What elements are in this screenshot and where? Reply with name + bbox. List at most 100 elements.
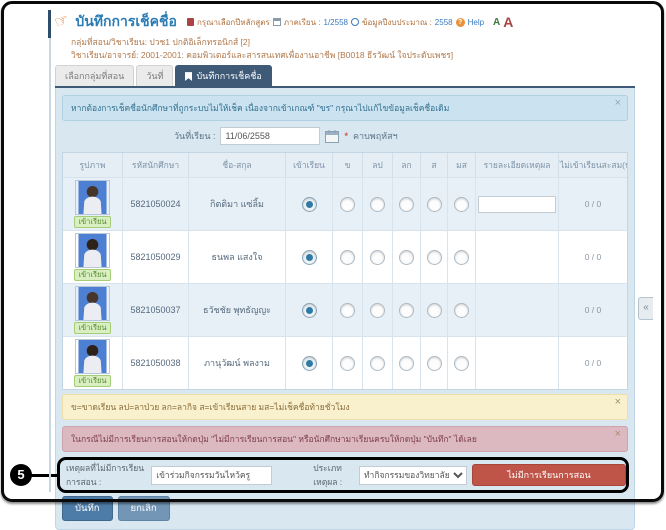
attendance-badge: เข้าเรียน [74, 269, 111, 282]
tab-underline [55, 86, 635, 89]
radio-late[interactable] [426, 196, 442, 212]
legend-bar: ข=ขาดเรียน ลป=ลาป่วย ลก=ลากิจ ส=เข้าเรีย… [62, 394, 628, 421]
student-photo [75, 286, 110, 322]
radio-sick-leave[interactable] [370, 196, 385, 212]
cancel-button[interactable]: ยกเลิก [117, 496, 170, 522]
radio-late[interactable] [426, 249, 442, 265]
no-class-form-row: 5 เหตุผลที่ไม่มีการเรียนการสอน : ประเภทเ… [10, 457, 629, 494]
font-size-large-button[interactable]: A [503, 14, 514, 30]
help-icon[interactable]: ? [455, 17, 465, 27]
student-name: กิตติมา แซ่ลิ้ม [189, 177, 286, 231]
no-class-note: ในกรณีไม่มีการเรียนการสอนให้กดปุ่ม "ไม่ม… [62, 426, 628, 453]
radio-personal-leave[interactable] [399, 196, 414, 212]
radio-attend[interactable] [301, 355, 317, 371]
date-row: วันที่เรียน : * คาบพฤหัสฯ [174, 127, 628, 146]
close-icon[interactable]: × [614, 396, 621, 409]
semester-label: ภาคเรียน : [283, 17, 321, 27]
radio-absent[interactable] [340, 302, 355, 318]
radio-sick-leave[interactable] [370, 302, 385, 318]
close-icon[interactable]: × [614, 97, 621, 110]
student-name: ธวัชชัย พุทธัญญะ [189, 283, 286, 337]
date-label: วันที่เรียน : [174, 131, 216, 142]
tab-date[interactable]: วันที่ [136, 65, 174, 87]
radio-absent[interactable] [340, 355, 355, 371]
tab-select-group[interactable]: เลือกกลุ่มที่สอน [55, 65, 135, 87]
bookmark-icon [185, 71, 193, 81]
help-link[interactable]: Help [467, 17, 485, 27]
student-name: ธนพล แสงใจ [189, 230, 286, 284]
table-row: เข้าเรียน 5821050037 ธวัชชัย พุทธัญญะ 0 … [63, 283, 627, 337]
date-input[interactable] [220, 127, 321, 146]
save-button[interactable]: บันทึก [62, 496, 113, 522]
callout-number: 5 [10, 464, 32, 487]
table-row: เข้าเรียน 5821050038 ภานุวัฒน์ พลงาม 0 /… [63, 336, 627, 390]
radio-not-checked[interactable] [454, 355, 469, 371]
select-course-note: กรุณาเลือกปีหลักสูตร [196, 17, 270, 27]
no-class-button[interactable]: ไม่มีการเรียนการสอน [471, 464, 626, 487]
reason-detail-input[interactable] [478, 195, 556, 213]
teaching-group-line: กลุ่มที่สอน/วิชาเรียน: ปวช1 ปกติอิเล็กทร… [71, 37, 251, 47]
context-info: กลุ่มที่สอน/วิชาเรียน: ปวช1 ปกติอิเล็กทร… [71, 36, 635, 62]
date-note: คาบพฤหัสฯ [353, 131, 398, 142]
attendance-panel: หากต้องการเช็คชื่อนักศึกษาที่ถูกระบบไม่ใ… [10, 88, 635, 530]
student-id: 5821050029 [123, 230, 189, 284]
radio-late[interactable] [426, 355, 442, 371]
page-header: ☞ บันทึกการเช็คชื่อ กรุณาเลือกปีหลักสูตร… [52, 11, 635, 33]
radio-attend[interactable] [301, 302, 317, 318]
table-row: เข้าเรียน 5821050024 กิตติมา แซ่ลิ้ม 0 /… [63, 177, 627, 231]
font-size-small-button[interactable]: A [493, 16, 501, 28]
calendar-picker-icon[interactable] [325, 129, 340, 143]
radio-personal-leave[interactable] [399, 302, 414, 318]
radio-attend[interactable] [301, 196, 317, 212]
close-icon[interactable]: × [614, 428, 621, 441]
clock-icon [350, 18, 359, 26]
legend-text: ข=ขาดเรียน ลป=ลาป่วย ลก=ลากิจ ส=เข้าเรีย… [71, 402, 350, 413]
radio-not-checked[interactable] [454, 302, 469, 318]
radio-sick-leave[interactable] [370, 355, 385, 371]
subject-teacher-line: วิชาเรียน/อาจารย์: 2001-2001: คอมพิวเตอร… [71, 50, 454, 61]
attendance-badge: เข้าเรียน [74, 216, 111, 229]
radio-not-checked[interactable] [454, 249, 469, 265]
radio-sick-leave[interactable] [370, 249, 385, 265]
book-icon [186, 18, 194, 26]
required-mark: * [344, 131, 348, 142]
radio-absent[interactable] [340, 249, 355, 265]
attendance-badge: เข้าเรียน [74, 322, 111, 335]
radio-attend[interactable] [301, 249, 317, 265]
left-page-divider [49, 10, 51, 492]
no-class-reason-input[interactable] [151, 465, 273, 485]
table-header: รูปภาพ รหัสนักศึกษา ชื่อ-สกุล เข้าเรียน … [63, 153, 627, 178]
radio-personal-leave[interactable] [399, 249, 414, 265]
header-meta: กรุณาเลือกปีหลักสูตร ภาคเรียน : 1/2558 ข… [186, 14, 514, 30]
student-photo [75, 233, 110, 269]
radio-late[interactable] [426, 302, 442, 318]
student-id: 5821050037 [123, 283, 189, 337]
fiscal-value: 2558 [434, 17, 453, 27]
radio-personal-leave[interactable] [399, 355, 414, 371]
student-id: 5821050024 [123, 177, 189, 231]
semester-value: 1/2558 [323, 17, 348, 27]
hand-pointer-icon: ☞ [52, 11, 72, 32]
callout-line [30, 474, 58, 478]
reason-type-label: ประเภทเหตุผล : [313, 463, 343, 488]
attendance-table: รูปภาพ รหัสนักศึกษา ชื่อ-สกุล เข้าเรียน … [62, 152, 628, 391]
left-page-divider-accent [48, 10, 51, 38]
no-class-reason-label: เหตุผลที่ไม่มีการเรียนการสอน : [66, 463, 145, 488]
cumulative-minutes: 0 / 0 [559, 230, 627, 283]
table-row: เข้าเรียน 5821050029 ธนพล แสงใจ 0 / 0 [63, 230, 627, 284]
student-photo [75, 180, 110, 216]
info-alert: หากต้องการเช็คชื่อนักศึกษาที่ถูกระบบไม่ใ… [62, 95, 628, 122]
reason-type-select[interactable]: ทำกิจกรรมของวิทยาลัย [358, 465, 467, 485]
info-alert-text: หากต้องการเช็คชื่อนักศึกษาที่ถูกระบบไม่ใ… [71, 103, 450, 114]
cumulative-minutes: 0 / 0 [559, 283, 627, 336]
radio-not-checked[interactable] [454, 196, 469, 212]
student-photo [75, 339, 110, 375]
tab-bar: เลือกกลุ่มที่สอน วันที่ บันทึกการเช็คชื่… [55, 65, 635, 87]
cumulative-minutes: 0 / 0 [559, 177, 627, 230]
form-actions: บันทึก ยกเลิก [62, 496, 628, 522]
tab-record-attendance[interactable]: บันทึกการเช็คชื่อ [175, 65, 272, 87]
radio-absent[interactable] [340, 196, 355, 212]
cumulative-minutes: 0 / 0 [559, 336, 627, 389]
sidebar-collapse-handle[interactable]: « [638, 297, 653, 320]
attendance-badge: เข้าเรียน [74, 375, 111, 388]
